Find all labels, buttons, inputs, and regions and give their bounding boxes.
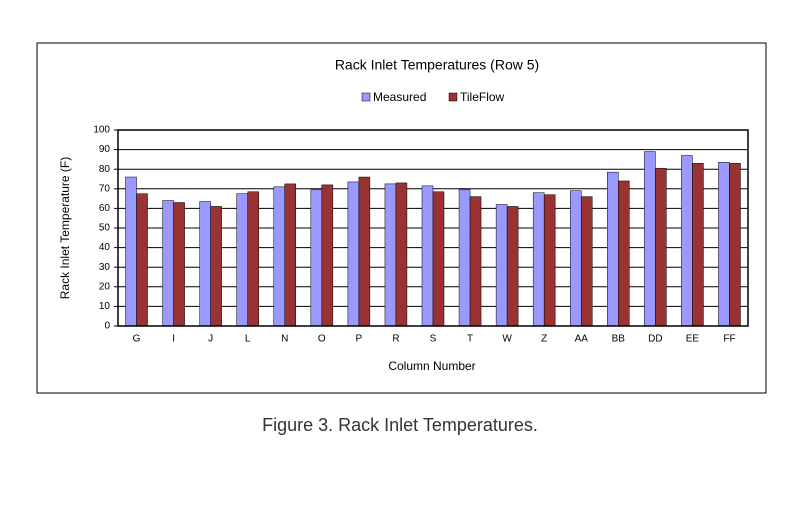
legend-swatch [448, 92, 458, 102]
bar [236, 193, 248, 327]
bar [125, 176, 137, 327]
y-tick-label: 0 [104, 321, 110, 332]
legend-label: TileFlow [460, 90, 505, 104]
bar [618, 180, 630, 327]
bar [580, 196, 593, 327]
bar [421, 185, 434, 327]
bar [729, 163, 741, 327]
legend-swatch [361, 92, 371, 102]
bar [692, 163, 704, 327]
bar [358, 176, 371, 327]
bar [310, 189, 323, 327]
bar [718, 162, 730, 327]
y-tick-label: 100 [93, 125, 110, 136]
bar [173, 202, 185, 327]
x-tick-label: N [281, 334, 288, 345]
bar [543, 194, 556, 327]
y-tick-label: 90 [99, 144, 111, 155]
bar [469, 196, 482, 327]
bar [247, 191, 259, 327]
bar [569, 190, 582, 327]
plot-border [117, 129, 749, 327]
bar [644, 151, 656, 327]
bar [162, 200, 174, 327]
figure-caption: Figure 3. Rack Inlet Temperatures. [262, 415, 538, 435]
bar [395, 182, 408, 327]
bar [506, 206, 519, 327]
bar [607, 171, 619, 327]
y-tick-label: 60 [99, 203, 111, 214]
y-tick-label: 70 [99, 183, 111, 194]
bar [199, 201, 211, 327]
bar [532, 192, 545, 327]
y-tick-label: 20 [99, 281, 111, 292]
x-tick-label: DD [648, 334, 662, 345]
bar [321, 184, 334, 327]
bar [681, 155, 693, 327]
x-tick-label: W [502, 334, 512, 345]
bar [495, 204, 508, 327]
bar [284, 183, 297, 327]
bar [655, 167, 667, 327]
y-tick-label: 80 [99, 164, 111, 175]
y-axis-label: Rack Inlet Temperature (F) [58, 157, 72, 300]
y-tick-label: 10 [99, 301, 111, 312]
chart-title: Rack Inlet Temperatures (Row 5) [335, 57, 539, 73]
bar [136, 193, 148, 327]
bar [458, 189, 471, 327]
bar [347, 181, 360, 327]
x-tick-label: FF [723, 334, 735, 345]
x-tick-label: EE [686, 334, 700, 345]
bar [273, 186, 286, 327]
x-tick-label: I [172, 334, 175, 345]
x-tick-label: BB [612, 334, 626, 345]
x-tick-label: T [467, 334, 473, 345]
legend-label: Measured [373, 90, 426, 104]
x-axis-label: Column Number [388, 359, 475, 373]
x-tick-label: R [392, 334, 399, 345]
y-tick-label: 50 [99, 223, 111, 234]
bar [432, 191, 445, 327]
x-tick-label: Z [541, 334, 547, 345]
bar [210, 206, 222, 327]
bar [384, 183, 397, 327]
x-tick-label: L [245, 334, 251, 345]
x-tick-label: G [133, 334, 141, 345]
x-tick-label: P [356, 334, 363, 345]
x-tick-label: AA [575, 334, 589, 345]
y-tick-label: 40 [99, 242, 111, 253]
y-tick-label: 30 [99, 262, 111, 273]
x-tick-label: O [318, 334, 326, 345]
x-tick-label: J [208, 334, 213, 345]
x-tick-label: S [430, 334, 437, 345]
